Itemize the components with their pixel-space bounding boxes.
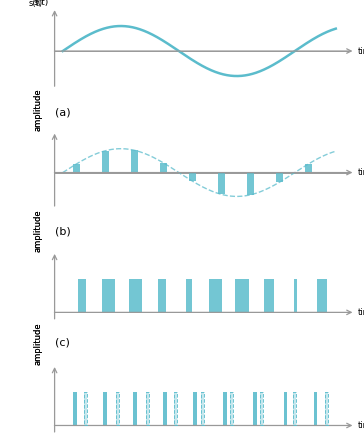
Bar bbox=[201, 392, 204, 425]
Bar bbox=[276, 172, 283, 182]
Bar bbox=[186, 279, 192, 312]
Bar bbox=[260, 392, 263, 425]
Bar bbox=[174, 392, 177, 425]
Bar bbox=[264, 279, 274, 312]
Text: amplitude: amplitude bbox=[34, 322, 43, 365]
Text: (a): (a) bbox=[55, 107, 70, 117]
Bar bbox=[247, 172, 254, 195]
Text: amplitude: amplitude bbox=[34, 89, 43, 131]
Bar bbox=[293, 392, 296, 425]
Text: amplitude: amplitude bbox=[34, 209, 43, 252]
Bar bbox=[78, 279, 86, 312]
Bar bbox=[73, 392, 77, 426]
Bar bbox=[313, 392, 317, 426]
Text: amplitude: amplitude bbox=[34, 322, 43, 365]
Bar bbox=[163, 392, 167, 426]
Bar bbox=[201, 392, 204, 425]
Bar bbox=[116, 392, 119, 425]
Bar bbox=[158, 279, 166, 312]
Bar bbox=[103, 392, 107, 426]
Bar bbox=[146, 392, 149, 425]
Text: amplitude: amplitude bbox=[34, 89, 43, 131]
Bar bbox=[116, 392, 119, 425]
Bar bbox=[146, 392, 149, 425]
Text: time: time bbox=[358, 47, 364, 56]
Bar bbox=[131, 150, 138, 172]
Text: (c): (c) bbox=[55, 337, 70, 347]
Bar bbox=[133, 392, 137, 426]
Text: time: time bbox=[358, 308, 364, 317]
Bar bbox=[317, 279, 328, 312]
Bar bbox=[230, 392, 233, 425]
Bar bbox=[84, 392, 87, 425]
Bar bbox=[218, 172, 225, 194]
Bar bbox=[193, 392, 197, 426]
Bar bbox=[325, 392, 328, 425]
Bar bbox=[102, 151, 109, 172]
Bar bbox=[102, 279, 115, 312]
Bar bbox=[189, 172, 196, 181]
Bar bbox=[174, 392, 177, 425]
Text: s(t): s(t) bbox=[29, 0, 43, 8]
Text: time: time bbox=[358, 421, 364, 430]
Bar bbox=[209, 279, 222, 312]
Bar bbox=[294, 279, 297, 312]
Bar bbox=[160, 163, 167, 172]
Bar bbox=[325, 392, 328, 425]
Bar bbox=[235, 279, 249, 312]
Text: amplitude: amplitude bbox=[34, 209, 43, 252]
Bar bbox=[305, 164, 312, 172]
Bar bbox=[284, 392, 287, 426]
Text: s(t): s(t) bbox=[33, 0, 49, 7]
Text: (b): (b) bbox=[55, 226, 70, 236]
Bar bbox=[73, 164, 80, 172]
Bar bbox=[253, 392, 257, 426]
Bar bbox=[293, 392, 296, 425]
Bar bbox=[230, 392, 233, 425]
Bar bbox=[223, 392, 227, 426]
Bar bbox=[260, 392, 263, 425]
Text: time: time bbox=[358, 168, 364, 177]
Bar bbox=[84, 392, 87, 425]
Bar bbox=[128, 279, 142, 312]
